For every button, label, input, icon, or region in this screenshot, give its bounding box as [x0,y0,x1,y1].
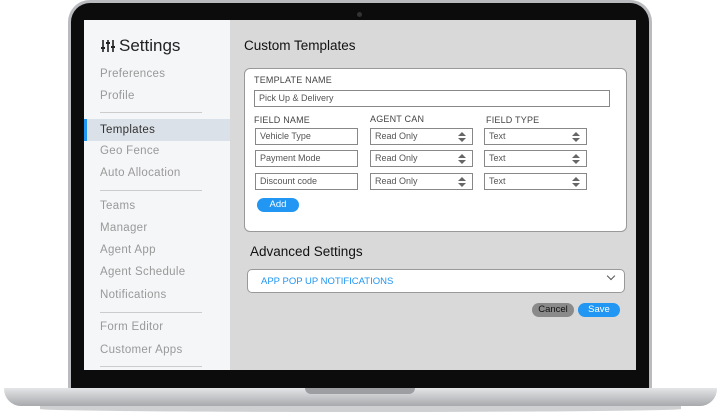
field-type-select[interactable]: Text [484,173,587,190]
sidebar-item-agent-app[interactable]: Agent App [100,244,156,256]
sidebar-item-preferences[interactable]: Preferences [100,68,166,80]
sidebar-item-geo-fence[interactable]: Geo Fence [100,145,160,157]
accordion-label: APP POP UP NOTIFICATIONS [261,276,394,287]
sidebar-item-teams[interactable]: Teams [100,200,136,212]
sidebar-item-agent-schedule[interactable]: Agent Schedule [100,266,186,278]
sidebar-item-notifications[interactable]: Notifications [100,289,167,301]
column-header-agent-can: AGENT CAN [370,114,425,124]
field-name-input[interactable]: Payment Mode [255,150,358,167]
divider [100,190,202,191]
field-name-input[interactable]: Vehicle Type [255,128,358,145]
laptop-base [4,388,717,406]
template-name-input[interactable]: Pick Up & Delivery [254,90,610,107]
advanced-settings-heading: Advanced Settings [250,244,363,259]
template-name-label: TEMPLATE NAME [254,75,332,85]
divider [100,366,202,367]
sliders-icon [101,40,115,52]
screen: Settings Preferences Profile Templates G… [84,20,636,370]
sidebar-item-profile[interactable]: Profile [100,90,135,102]
chevron-down-icon[interactable] [606,271,616,281]
field-type-select[interactable]: Text [484,128,587,145]
sidebar-item-auto-allocation[interactable]: Auto Allocation [100,167,181,179]
page-title: Custom Templates [244,38,356,53]
sidebar-item-customer-apps[interactable]: Customer Apps [100,344,183,356]
save-button[interactable]: Save [578,303,620,317]
divider [100,312,202,313]
divider [100,112,202,113]
agent-can-select[interactable]: Read Only [370,128,473,145]
field-type-select[interactable]: Text [484,150,587,167]
sidebar-item-manager[interactable]: Manager [100,222,148,234]
column-header-field-type: FIELD TYPE [486,115,540,125]
column-header-field-name: FIELD NAME [254,115,311,125]
laptop-notch [305,388,415,394]
agent-can-select[interactable]: Read Only [370,150,473,167]
add-button[interactable]: Add [257,198,299,212]
sidebar-item-form-editor[interactable]: Form Editor [100,321,164,333]
cancel-button[interactable]: Cancel [532,303,574,317]
camera [357,12,362,17]
sidebar-title: Settings [101,36,180,56]
agent-can-select[interactable]: Read Only [370,173,473,190]
app-popup-notifications-accordion[interactable]: APP POP UP NOTIFICATIONS [247,269,625,293]
sidebar: Settings Preferences Profile Templates G… [84,20,230,370]
sidebar-item-templates[interactable]: Templates [84,119,230,141]
settings-title: Settings [119,36,181,55]
laptop-shadow [40,406,681,412]
field-name-input[interactable]: Discount code [255,173,358,190]
template-card: TEMPLATE NAME Pick Up & Delivery FIELD N… [244,68,627,232]
